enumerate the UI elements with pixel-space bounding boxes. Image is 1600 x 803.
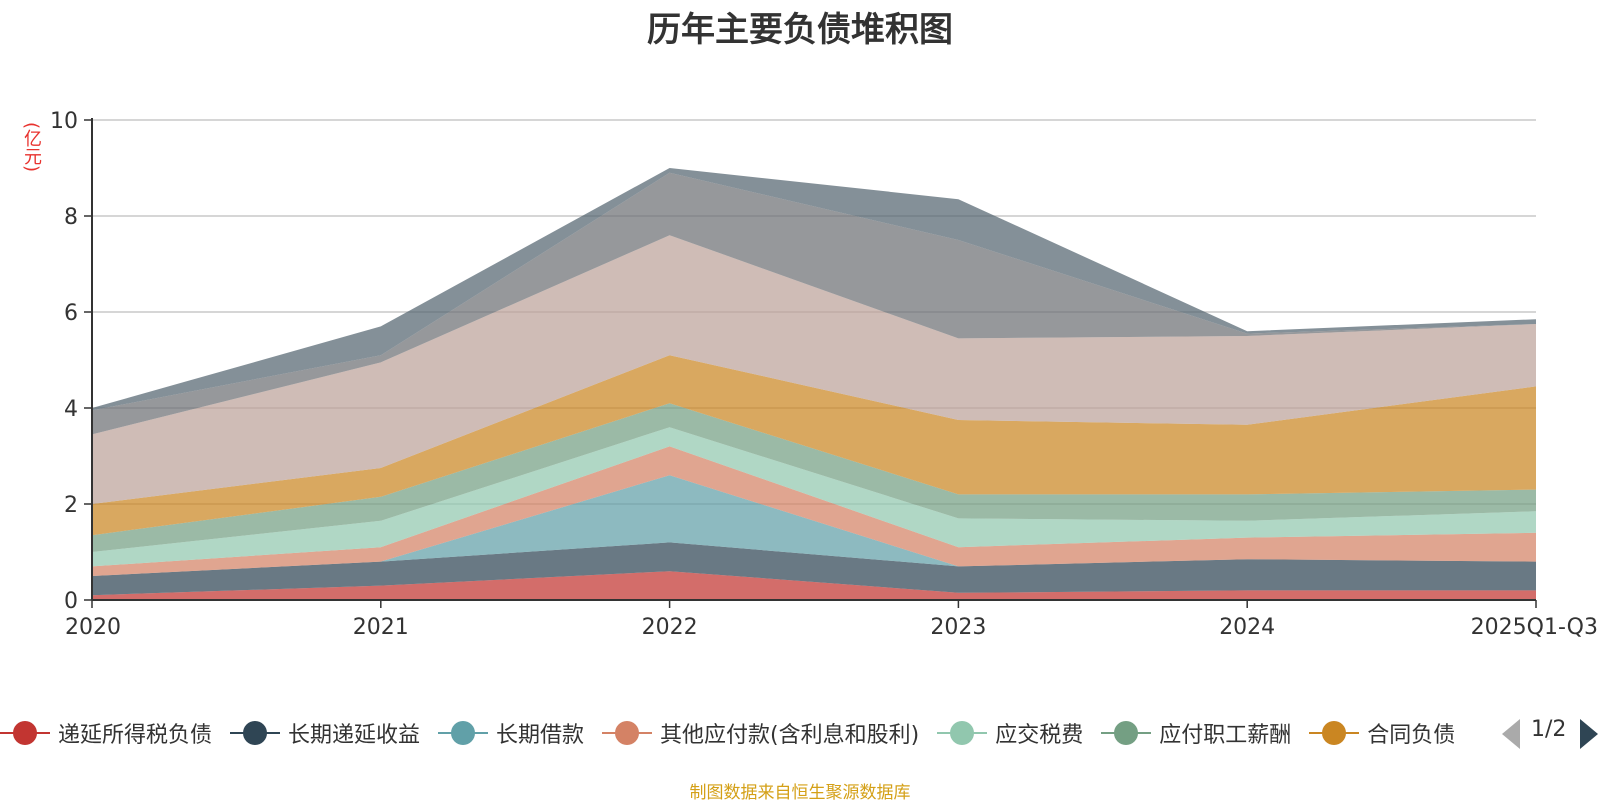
x-tick-label: 2021 [353, 615, 409, 640]
area-series-1[interactable] [92, 542, 1536, 596]
area-series-3[interactable] [92, 446, 1536, 576]
stacked-area-chart: 0 2 4 6 8 10 2020 2021 2022 2023 2024 2025Q1-Q3 [50, 109, 1598, 640]
legend-marker-icon [0, 718, 50, 748]
x-tick-label: 2025Q1-Q3 [1471, 615, 1598, 640]
legend-marker-icon [1309, 718, 1360, 748]
source-note: 制图数据来自恒生聚源数据库 [689, 783, 911, 803]
y-tick-label: 0 [64, 589, 78, 614]
x-tick-label: 2022 [642, 615, 698, 640]
x-tick-label: 2023 [930, 615, 986, 640]
area-series-0[interactable] [92, 571, 1536, 600]
area-series-6[interactable] [92, 355, 1536, 536]
area-series-2[interactable] [92, 475, 1536, 576]
y-tick-label: 8 [64, 205, 78, 230]
area-series-5[interactable] [92, 403, 1536, 552]
legend-marker-icon [1101, 718, 1152, 748]
area-series-7[interactable] [92, 235, 1536, 504]
legend-marker-icon [602, 718, 653, 748]
legend-item[interactable]: 长期借款 [438, 713, 584, 753]
legend-item[interactable]: 应交税费 [937, 713, 1083, 753]
legend-next-page-icon[interactable] [1580, 719, 1598, 749]
x-tick-label: 2024 [1219, 615, 1275, 640]
y-tick-label: 2 [64, 493, 78, 518]
legend-label: 递延所得税负债 [58, 723, 213, 748]
legend-item[interactable]: 长期递延收益 [230, 713, 420, 753]
legend: 递延所得税负债 长期递延收益 长期借款 其他应付款(含利息和股利) 应交税费 应付职工薪酬… [0, 713, 1500, 753]
axes: 0 2 4 6 8 10 2020 2021 2022 2023 2024 2025Q1-Q3 [50, 109, 1598, 640]
legend-marker-icon [438, 718, 489, 748]
y-tick-label: 10 [50, 109, 78, 134]
legend-marker-icon [937, 718, 988, 748]
legend-marker-icon [230, 718, 281, 748]
legend-label: 应付职工薪酬 [1159, 723, 1292, 748]
legend-item[interactable]: 递延所得税负债 [0, 713, 212, 753]
y-axis-unit-label: (亿元) [21, 122, 42, 173]
legend-item[interactable]: 应付职工薪酬 [1101, 713, 1291, 753]
legend-label: 合同负债 [1367, 723, 1456, 748]
area-series-4[interactable] [92, 427, 1536, 567]
legend-prev-page-icon[interactable] [1502, 719, 1520, 749]
area-series-layer [92, 168, 1536, 600]
y-tick-label: 6 [64, 301, 78, 326]
x-tick-label: 2020 [65, 615, 121, 640]
legend-pager: 1/2 [1500, 713, 1600, 753]
legend-page-indicator: 1/2 [1531, 717, 1567, 742]
legend-item[interactable]: 其他应付款(含利息和股利) [602, 713, 919, 753]
legend-item[interactable]: 合同负债 [1309, 713, 1455, 753]
area-series-8[interactable] [92, 172, 1536, 435]
chart-title: 历年主要负债堆积图 [647, 10, 953, 50]
y-tick-label: 4 [64, 397, 78, 422]
legend-label: 应交税费 [995, 723, 1084, 748]
legend-label: 长期借款 [496, 723, 585, 748]
legend-label: 其他应付款(含利息和股利) [660, 723, 920, 748]
legend-label: 长期递延收益 [288, 723, 421, 748]
